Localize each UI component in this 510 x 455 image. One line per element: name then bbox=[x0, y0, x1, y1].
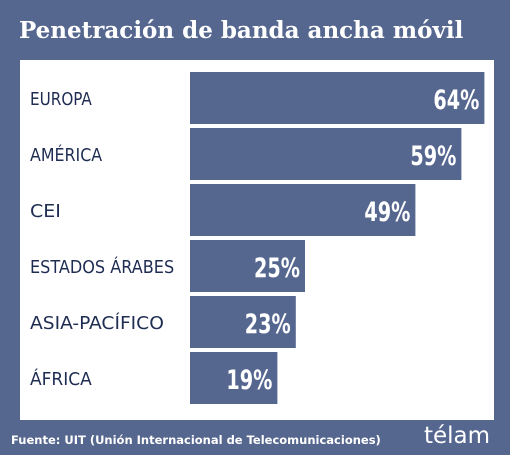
category-label-estados-arabes: ESTADOS ÁRABES bbox=[30, 256, 174, 278]
category-label-america: AMÉRICA bbox=[30, 144, 102, 166]
source-note: Fuente: UIT (Unión Internacional de Tele… bbox=[11, 433, 381, 447]
brand-logo: télam bbox=[424, 423, 491, 449]
category-label-africa: ÁFRICA bbox=[30, 368, 92, 390]
value-label-america: 59% bbox=[410, 141, 456, 172]
bar-estados-arabes bbox=[190, 240, 305, 292]
value-label-estados-arabes: 25% bbox=[254, 253, 300, 284]
category-label-asia-pacifico: ASIA-PACÍFICO bbox=[30, 312, 164, 334]
value-label-cei: 49% bbox=[364, 197, 410, 228]
value-label-europa: 64% bbox=[433, 85, 479, 116]
category-label-cei: CEI bbox=[30, 201, 61, 222]
chart-panel: EUROPA 64% AMÉRICA 59% CEI 49% ESTADOS ÁRABES 2… bbox=[20, 60, 494, 420]
value-label-africa: 19% bbox=[226, 365, 272, 396]
bar-africa bbox=[190, 352, 278, 404]
bar-cei bbox=[190, 184, 416, 236]
category-label-europa: EUROPA bbox=[30, 89, 92, 110]
bar-asia-pacifico bbox=[190, 296, 296, 348]
bar-europa bbox=[190, 72, 485, 124]
bar-chart: EUROPA 64% AMÉRICA 59% CEI 49% ESTADOS ÁRABES 2… bbox=[30, 72, 485, 404]
bar-america bbox=[190, 128, 462, 180]
chart-title: Penetración de banda ancha móvil bbox=[19, 17, 464, 44]
value-label-asia-pacifico: 23% bbox=[245, 309, 291, 340]
